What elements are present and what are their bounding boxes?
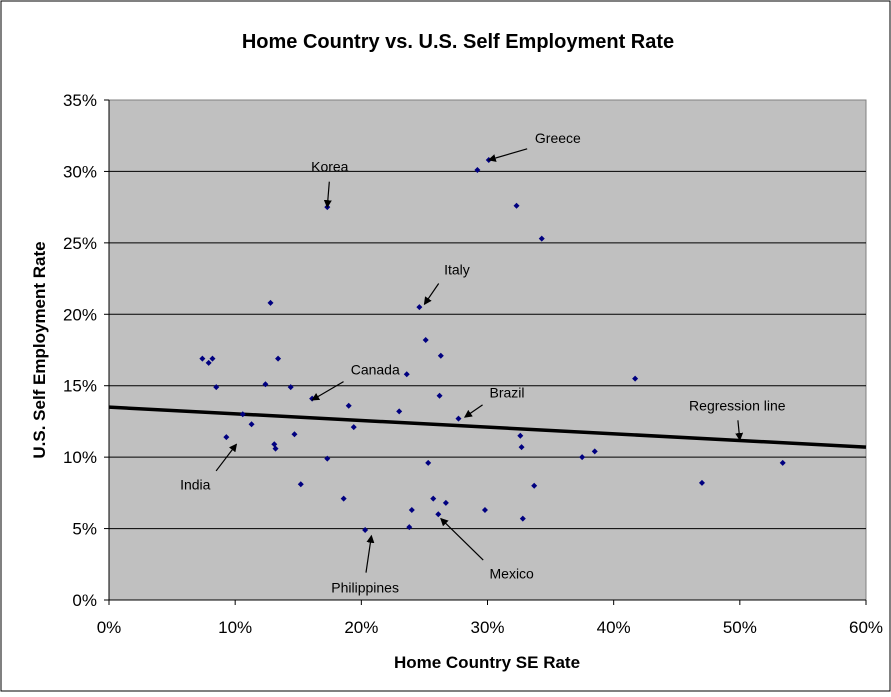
annotation-label: Regression line: [689, 397, 786, 413]
annotation-label: Greece: [535, 130, 581, 146]
x-tick-label: 60%: [849, 618, 883, 637]
data-point: [436, 392, 443, 399]
data-point: [435, 511, 442, 518]
data-point: [422, 337, 429, 343]
data-point: [205, 359, 212, 366]
x-tick-label: 30%: [470, 618, 504, 637]
data-point: [442, 499, 449, 506]
data-point: [350, 424, 357, 431]
annotation-arrow: [735, 420, 744, 441]
data-point: [425, 459, 432, 466]
data-point: [481, 507, 488, 513]
data-point: [345, 402, 352, 409]
data-point: [406, 524, 413, 531]
annotation-label: Korea: [311, 159, 349, 175]
data-point: [271, 441, 278, 448]
annotation-arrow: [463, 404, 483, 418]
data-point: [455, 415, 462, 422]
data-point: [262, 381, 269, 388]
annotation-arrow: [487, 148, 528, 162]
data-point: [213, 384, 220, 391]
y-tick-label: 35%: [63, 91, 97, 110]
data-point: [362, 527, 369, 533]
annotation-arrow: [311, 381, 344, 401]
data-point: [223, 434, 230, 441]
data-point: [474, 167, 481, 173]
data-point: [517, 432, 524, 439]
data-point: [275, 355, 282, 362]
annotation-arrow: [365, 534, 375, 573]
data-point: [287, 384, 294, 391]
data-point: [437, 352, 444, 359]
y-axis-title: U.S. Self Employment Rate: [30, 241, 49, 458]
data-point: [518, 444, 525, 451]
data-point: [632, 375, 639, 382]
data-point: [267, 299, 274, 306]
data-point: [340, 495, 347, 502]
data-point: [403, 371, 410, 378]
data-point: [272, 445, 279, 452]
annotation-arrow: [423, 283, 440, 306]
y-tick-label: 20%: [63, 305, 97, 324]
annotation-label: Canada: [351, 362, 400, 378]
annotation-label: Mexico: [490, 565, 535, 581]
data-point: [408, 507, 415, 513]
data-point: [698, 479, 705, 486]
y-tick-label: 10%: [63, 448, 97, 467]
annotation-label: Philippines: [331, 580, 399, 596]
axes: 0% 5% 10% 15% 20% 25% 30% 35% 0% 10% 20% 30% 40% 50% 6…: [63, 91, 883, 637]
data-point: [209, 355, 216, 362]
y-tick-label: 15%: [63, 377, 97, 396]
x-tick-label: 40%: [597, 618, 631, 637]
y-tick-label: 0%: [72, 591, 97, 610]
data-point: [199, 355, 206, 362]
y-tick-label: 5%: [72, 520, 97, 539]
x-tick-label: 0%: [97, 618, 122, 637]
annotations: Greece Korea Italy Canada Brazil India Regress…: [180, 130, 786, 595]
x-tick-label: 50%: [723, 618, 757, 637]
annotation-label: India: [180, 477, 211, 493]
data-point: [513, 202, 520, 209]
data-point: [324, 455, 331, 462]
data-point: [430, 495, 437, 502]
data-point: [538, 235, 545, 242]
annotation-label: Italy: [444, 262, 470, 278]
annotation-arrow: [215, 443, 238, 472]
annotation-arrow: [323, 181, 332, 209]
data-point: [297, 481, 304, 488]
y-tick-label: 30%: [63, 162, 97, 181]
data-point: [416, 304, 423, 311]
data-point: [591, 448, 598, 455]
data-point: [396, 408, 403, 415]
x-tick-label: 20%: [344, 618, 378, 637]
data-points: [199, 157, 786, 533]
annotation-label: Brazil: [490, 384, 525, 400]
data-point: [248, 421, 255, 428]
data-point: [579, 454, 586, 461]
y-tick-label: 25%: [63, 234, 97, 253]
data-point: [291, 431, 298, 438]
data-point: [239, 411, 246, 418]
x-axis-title: Home Country SE Rate: [394, 653, 580, 672]
data-point: [779, 459, 786, 466]
annotation-arrow: [440, 517, 484, 561]
data-point: [531, 482, 538, 489]
gridlines: [109, 170, 866, 530]
plot-area: [108, 99, 867, 601]
chart-title: Home Country vs. U.S. Self Employment Ra…: [242, 31, 674, 53]
x-tick-label: 10%: [218, 618, 252, 637]
data-point: [519, 515, 526, 522]
